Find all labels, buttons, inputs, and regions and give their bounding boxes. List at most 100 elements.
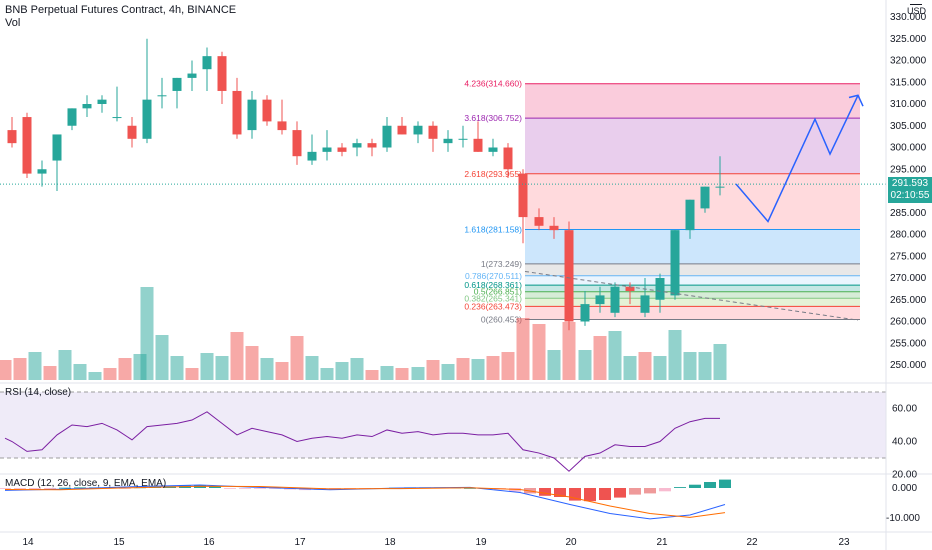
candle-body: [580, 304, 590, 322]
chart-title: BNB Perpetual Futures Contract, 4h, BINA…: [5, 4, 237, 16]
fib-band: [525, 83, 860, 119]
macd-histogram-bar: [659, 488, 671, 492]
price-tick-label: 265.000: [890, 295, 927, 306]
macd-tick-label: 0.000: [892, 483, 917, 494]
volume-bar: [516, 318, 530, 380]
time-tick-label: 22: [746, 537, 758, 548]
candle-body: [142, 99, 152, 139]
time-tick-label: 16: [203, 537, 215, 548]
macd-histogram-bar: [644, 488, 656, 494]
time-tick-label: 15: [113, 537, 125, 548]
trend-line: [524, 270, 859, 321]
candle-body: [37, 169, 47, 174]
macd-histogram-bar: [674, 487, 686, 488]
fib-label: 0.5(266.851): [474, 287, 522, 297]
fib-label: 0(260.453): [481, 315, 522, 325]
volume-bar: [486, 356, 500, 380]
candle-body: [534, 217, 544, 226]
volume-bar: [547, 350, 561, 380]
fib-band: [525, 275, 860, 286]
macd-histogram-bar: [59, 487, 71, 489]
candle-body: [67, 108, 77, 126]
candle-body: [670, 230, 680, 296]
candle-body: [640, 295, 650, 313]
volume-bar: [365, 370, 379, 380]
candle-body: [307, 151, 317, 161]
macd-histogram-bar: [539, 488, 551, 496]
volume-bar: [140, 287, 154, 380]
rsi-tick-label: 60.00: [892, 404, 917, 415]
macd-histogram-bar: [29, 488, 41, 490]
candle-body: [503, 147, 513, 170]
macd-histogram-bar: [614, 488, 626, 498]
candle-body: [187, 73, 197, 78]
volume-bar: [456, 358, 470, 380]
candle-body: [443, 138, 453, 144]
volume-bar: [395, 368, 409, 380]
projection-path: [735, 94, 864, 223]
fib-label: 3.618(306.752): [464, 113, 522, 123]
volume-bar: [200, 353, 214, 380]
price-tick-label: 315.000: [890, 77, 927, 88]
volume-bar: [668, 330, 682, 380]
candle-body: [625, 286, 635, 292]
time-tick-label: 23: [838, 537, 850, 548]
macd-title: MACD (12, 26, close, 9, EMA, EMA): [5, 478, 167, 489]
candle-body: [127, 125, 137, 139]
rsi-title: RSI (14, close): [5, 387, 72, 398]
candle-body: [172, 77, 182, 91]
macd-histogram-bar: [254, 488, 266, 489]
candle-body: [202, 56, 212, 70]
fib-label: 1(273.249): [481, 259, 522, 269]
candle-body: [52, 134, 62, 161]
volume-bars: [0, 287, 727, 380]
rsi-pane: [0, 391, 886, 472]
macd-histogram-bar: [74, 487, 86, 489]
volume-bar: [215, 356, 229, 380]
currency-text: USD: [906, 6, 926, 16]
price-tick-label: 330.000: [890, 12, 927, 23]
current-price: 291.593: [891, 178, 929, 189]
macd-histogram-bar: [209, 486, 221, 488]
fib-band: [525, 263, 860, 276]
price-tick-label: 260.000: [890, 317, 927, 328]
candle-body: [610, 286, 620, 313]
time-tick-label: 18: [384, 537, 396, 548]
volume-bar: [260, 358, 274, 380]
time-tick-label: 20: [565, 537, 577, 548]
volume-bar: [0, 360, 12, 380]
candle-body: [458, 138, 468, 140]
currency-label[interactable]: USD: [907, 4, 926, 16]
price-tick-label: 280.000: [890, 230, 927, 241]
macd-histogram-bar: [0, 488, 11, 489]
macd-histogram-bar: [719, 479, 731, 488]
volume-bar: [653, 356, 667, 380]
rsi-line: [4, 411, 720, 472]
macd-histogram-bar: [239, 488, 251, 489]
rsi-tick-label: 40.00: [892, 437, 917, 448]
candle-body: [715, 186, 725, 188]
macd-histogram-bar: [119, 488, 131, 489]
candle-body: [247, 99, 257, 131]
volume-bar: [305, 356, 319, 380]
volume-bar: [532, 324, 546, 380]
volume-bar: [155, 335, 169, 380]
time-tick-label: 19: [475, 537, 487, 548]
volume-bar: [58, 350, 72, 380]
volume-bar: [88, 372, 102, 380]
fib-label: 0.236(263.473): [464, 301, 522, 311]
candle-body: [413, 125, 423, 135]
candle-body: [549, 225, 559, 231]
candle-body: [428, 125, 438, 139]
volume-bar: [501, 352, 515, 380]
price-tick-label: 325.000: [890, 34, 927, 45]
time-tick-label: 21: [656, 537, 668, 548]
volume-bar: [290, 336, 304, 380]
volume-bar: [103, 368, 117, 380]
candle-body: [655, 278, 665, 300]
candle-body: [97, 99, 107, 104]
candle-body: [564, 230, 574, 322]
volume-bar: [623, 356, 637, 380]
